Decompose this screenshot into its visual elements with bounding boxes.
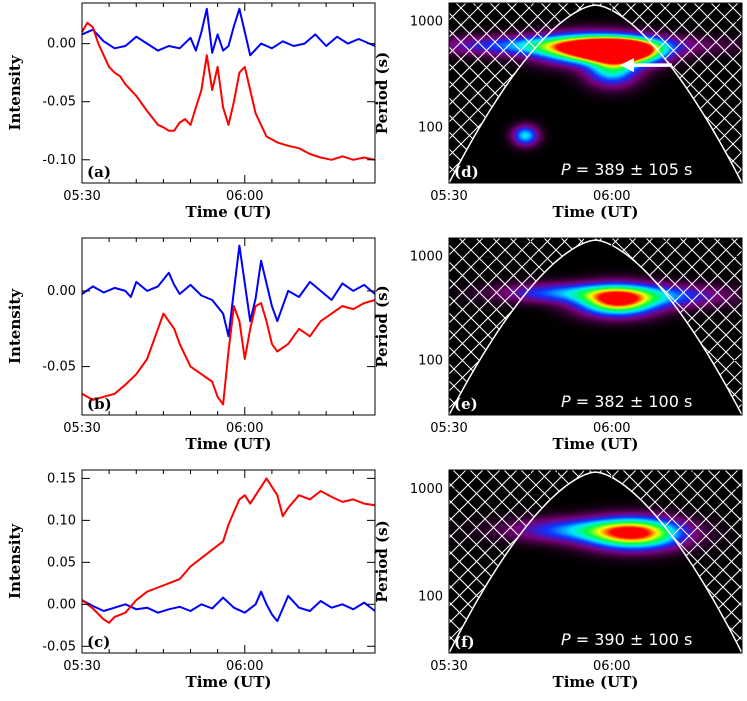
- x-tick-label: 05:30: [63, 189, 100, 204]
- cone-of-influence: [448, 471, 743, 654]
- period-value: = 382 ± 100 s: [571, 392, 693, 411]
- y-tick-label: -0.05: [42, 95, 76, 110]
- y-axis-label: Period (s): [373, 52, 391, 134]
- panel-label: (f): [454, 633, 475, 651]
- x-axis-label: Time (UT): [186, 673, 272, 691]
- plot-frame: [448, 469, 743, 654]
- x-axis-label: Time (UT): [186, 435, 272, 453]
- period-annotation: P = 382 ± 100 s: [561, 392, 692, 411]
- panel-label: (b): [87, 395, 112, 413]
- arrow-head: [619, 58, 634, 73]
- series-line-0: [81, 7, 376, 57]
- period-value: = 390 ± 100 s: [571, 630, 693, 649]
- y-tick-label: 1000: [410, 482, 443, 497]
- x-axis-label: Time (UT): [186, 203, 272, 221]
- y-tick-label: 0.10: [47, 513, 76, 528]
- y-tick-label: 100: [418, 354, 443, 369]
- x-axis-label: Time (UT): [553, 435, 639, 453]
- plot-frame: [448, 237, 743, 416]
- period-annotation: P = 389 ± 105 s: [561, 160, 692, 179]
- wavelet-power-spectrum: [449, 470, 742, 653]
- plot-frame: [81, 2, 376, 184]
- x-axis-label: Time (UT): [553, 203, 639, 221]
- y-tick-label: -0.05: [42, 639, 76, 654]
- x-tick-label: 06:00: [226, 189, 263, 204]
- y-axis-label: Period (s): [373, 520, 391, 602]
- panel-label: (e): [454, 395, 478, 413]
- y-tick-label: 0.15: [47, 471, 76, 486]
- wavelet-power-spectrum: [449, 3, 742, 183]
- y-tick-label: -0.05: [42, 360, 76, 375]
- y-tick-label: 100: [418, 121, 443, 136]
- period-annotation: P = 390 ± 100 s: [561, 630, 692, 649]
- y-tick-label: 0.00: [47, 284, 76, 299]
- series-line-1: [81, 21, 376, 161]
- x-tick-label: 06:00: [226, 421, 263, 436]
- x-tick-label: 05:30: [63, 421, 100, 436]
- plot-frame: [448, 2, 743, 184]
- period-value: = 389 ± 105 s: [571, 160, 693, 179]
- wavelet-power-spectrum: [449, 238, 742, 415]
- y-tick-label: 100: [418, 590, 443, 605]
- period-symbol: P: [561, 160, 571, 179]
- y-tick-label: -0.10: [42, 153, 76, 168]
- plot-frame: [81, 237, 376, 416]
- series-line-0: [81, 590, 376, 623]
- series-line-0: [81, 244, 376, 338]
- y-axis-label: Period (s): [373, 285, 391, 367]
- y-axis-label: Intensity: [6, 523, 24, 599]
- y-tick-label: 1000: [410, 249, 443, 264]
- cone-of-influence: [448, 239, 743, 416]
- panel-label: (d): [454, 163, 479, 181]
- panel-label: (c): [87, 633, 110, 651]
- x-tick-label: 05:30: [430, 659, 467, 674]
- x-tick-label: 05:30: [63, 659, 100, 674]
- period-symbol: P: [561, 392, 571, 411]
- cone-of-influence: [448, 4, 743, 184]
- series-line-1: [81, 477, 376, 624]
- y-tick-label: 0.00: [47, 597, 76, 612]
- x-tick-label: 06:00: [593, 659, 630, 674]
- series-line-1: [81, 299, 376, 406]
- panel-label: (a): [87, 163, 111, 181]
- x-tick-label: 06:00: [593, 421, 630, 436]
- y-axis-label: Intensity: [6, 288, 24, 364]
- x-tick-label: 05:30: [430, 189, 467, 204]
- x-axis-label: Time (UT): [553, 673, 639, 691]
- period-symbol: P: [561, 630, 571, 649]
- y-tick-label: 0.05: [47, 555, 76, 570]
- y-tick-label: 0.00: [47, 37, 76, 52]
- y-axis-label: Intensity: [6, 54, 24, 130]
- x-tick-label: 06:00: [593, 189, 630, 204]
- x-tick-label: 05:30: [430, 421, 467, 436]
- x-tick-label: 06:00: [226, 659, 263, 674]
- y-tick-label: 1000: [410, 15, 443, 30]
- plot-frame: [81, 469, 376, 654]
